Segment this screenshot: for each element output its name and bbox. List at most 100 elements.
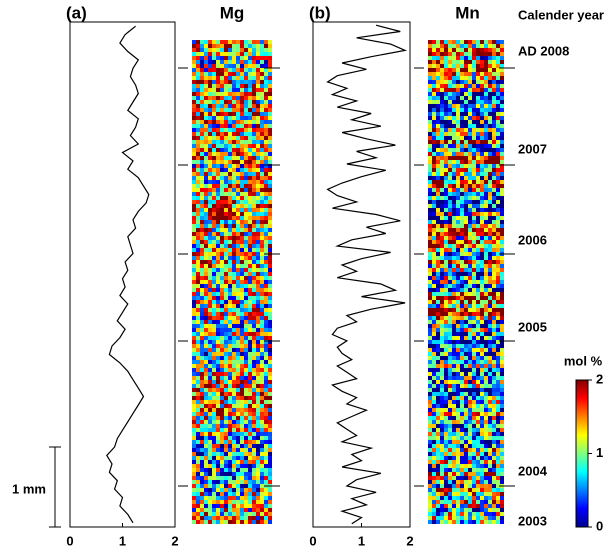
- map-cell: [488, 448, 492, 452]
- map-cell: [432, 484, 436, 488]
- map-cell: [444, 312, 448, 316]
- map-cell: [236, 500, 240, 504]
- map-cell: [228, 256, 232, 260]
- map-cell: [260, 256, 264, 260]
- map-cell: [216, 172, 220, 176]
- map-cell: [268, 284, 272, 288]
- map-cell: [212, 344, 216, 348]
- map-cell: [432, 336, 436, 340]
- map-cell: [432, 516, 436, 520]
- map-cell: [224, 148, 228, 152]
- map-cell: [248, 324, 252, 328]
- map-cell: [488, 500, 492, 504]
- map-cell: [244, 416, 248, 420]
- map-cell: [252, 244, 256, 248]
- map-cell: [444, 132, 448, 136]
- map-cell: [256, 440, 260, 444]
- map-cell: [268, 312, 272, 316]
- map-cell: [440, 280, 444, 284]
- map-cell: [448, 120, 452, 124]
- map-cell: [460, 236, 464, 240]
- map-cell: [252, 384, 256, 388]
- map-cell: [220, 368, 224, 372]
- map-cell: [192, 216, 196, 220]
- map-cell: [484, 328, 488, 332]
- map-cell: [240, 308, 244, 312]
- map-cell: [464, 320, 468, 324]
- map-cell: [476, 396, 480, 400]
- map-cell: [472, 372, 476, 376]
- map-cell: [264, 288, 268, 292]
- map-cell: [436, 488, 440, 492]
- map-cell: [232, 76, 236, 80]
- map-cell: [200, 76, 204, 80]
- map-cell: [260, 488, 264, 492]
- map-cell: [220, 152, 224, 156]
- map-cell: [472, 520, 476, 524]
- map-cell: [428, 252, 432, 256]
- map-cell: [212, 48, 216, 52]
- map-cell: [460, 316, 464, 320]
- map-cell: [228, 176, 232, 180]
- map-cell: [464, 100, 468, 104]
- map-cell: [468, 384, 472, 388]
- map-cell: [248, 132, 252, 136]
- map-cell: [472, 184, 476, 188]
- map-cell: [500, 88, 504, 92]
- map-cell: [436, 252, 440, 256]
- map-cell: [248, 192, 252, 196]
- map-cell: [432, 376, 436, 380]
- map-cell: [448, 444, 452, 448]
- map-cell: [268, 52, 272, 56]
- map-cell: [236, 432, 240, 436]
- map-cell: [428, 440, 432, 444]
- map-cell: [500, 76, 504, 80]
- map-cell: [440, 168, 444, 172]
- map-cell: [236, 348, 240, 352]
- map-cell: [204, 452, 208, 456]
- map-cell: [456, 512, 460, 516]
- map-cell: [256, 48, 260, 52]
- map-cell: [260, 252, 264, 256]
- map-cell: [212, 160, 216, 164]
- map-cell: [196, 292, 200, 296]
- map-cell: [252, 272, 256, 276]
- map-cell: [236, 484, 240, 488]
- map-cell: [208, 352, 212, 356]
- map-cell: [216, 84, 220, 88]
- map-cell: [248, 48, 252, 52]
- map-cell: [200, 72, 204, 76]
- map-cell: [204, 428, 208, 432]
- map-cell: [260, 492, 264, 496]
- map-cell: [248, 92, 252, 96]
- map-cell: [240, 384, 244, 388]
- map-cell: [468, 184, 472, 188]
- map-cell: [428, 404, 432, 408]
- map-cell: [264, 428, 268, 432]
- map-cell: [204, 212, 208, 216]
- map-cell: [460, 436, 464, 440]
- map-cell: [252, 404, 256, 408]
- map-cell: [256, 472, 260, 476]
- map-cell: [480, 300, 484, 304]
- map-cell: [196, 444, 200, 448]
- map-cell: [436, 404, 440, 408]
- map-cell: [220, 412, 224, 416]
- map-cell: [480, 320, 484, 324]
- map-cell: [468, 344, 472, 348]
- map-cell: [192, 300, 196, 304]
- map-cell: [216, 444, 220, 448]
- map-cell: [196, 500, 200, 504]
- map-cell: [220, 220, 224, 224]
- map-cell: [480, 72, 484, 76]
- map-cell: [240, 284, 244, 288]
- map-cell: [208, 368, 212, 372]
- map-cell: [260, 264, 264, 268]
- map-cell: [260, 288, 264, 292]
- map-cell: [268, 404, 272, 408]
- map-cell: [472, 500, 476, 504]
- map-cell: [488, 116, 492, 120]
- map-cell: [248, 488, 252, 492]
- map-cell: [500, 372, 504, 376]
- map-cell: [256, 84, 260, 88]
